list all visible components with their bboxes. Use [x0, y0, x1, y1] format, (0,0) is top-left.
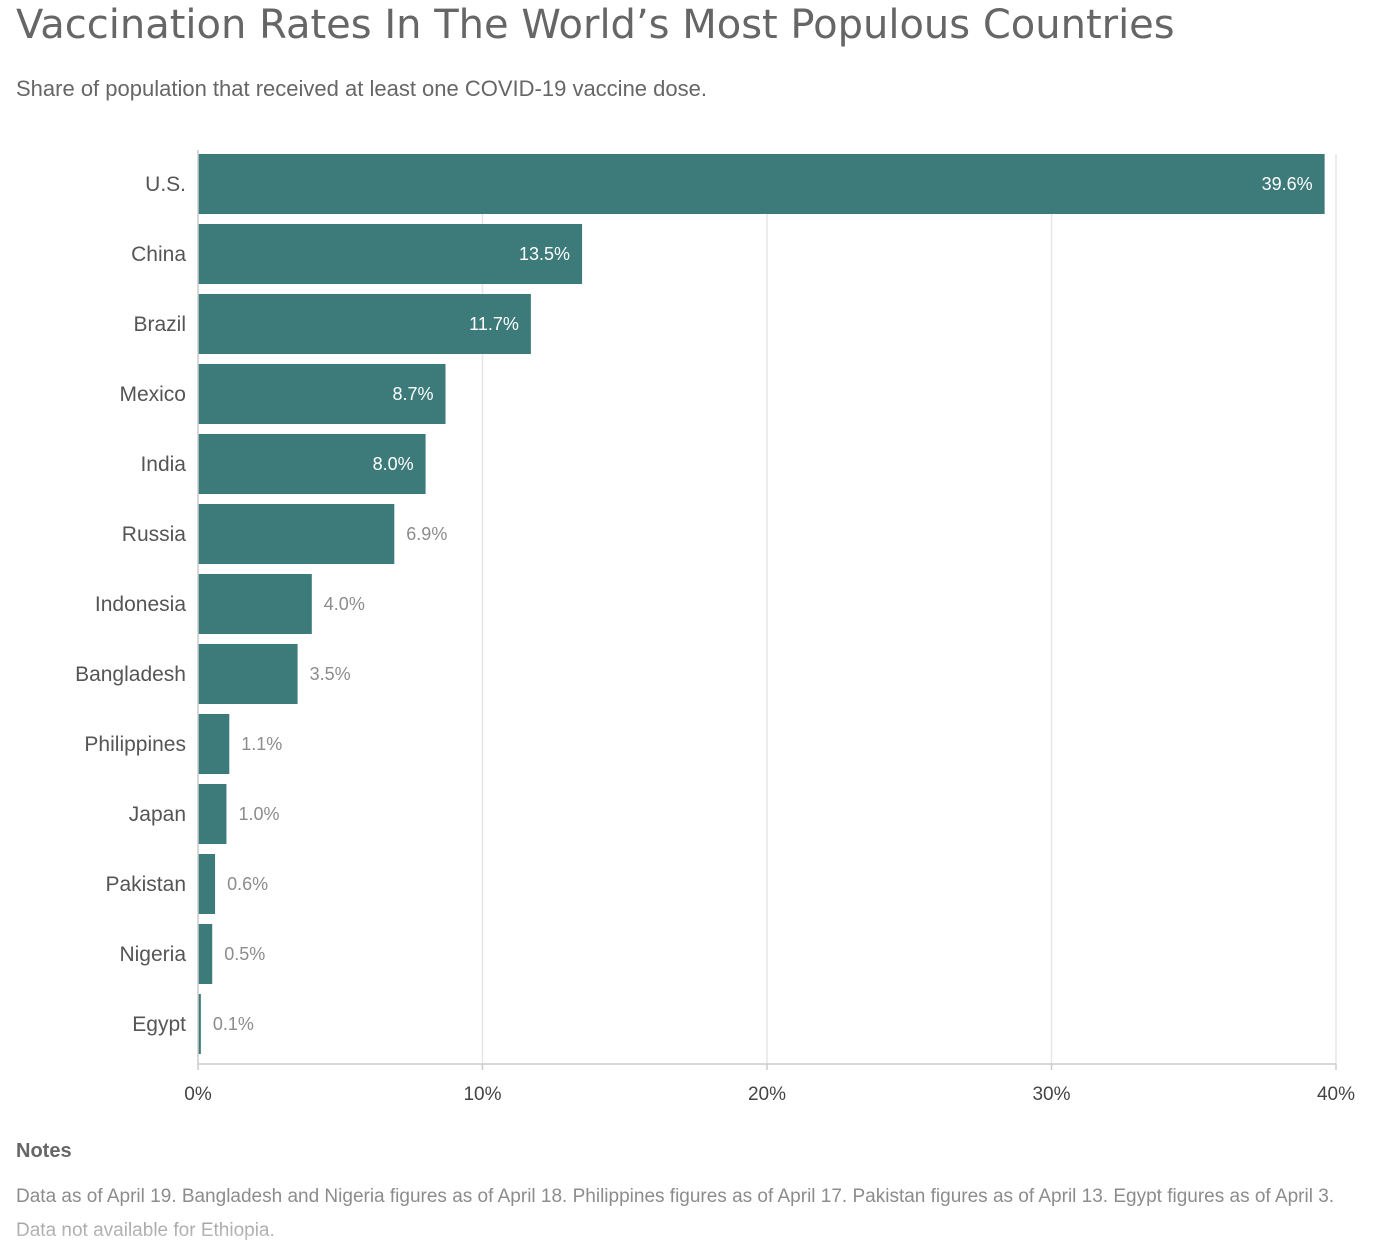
value-label: 0.5%: [224, 944, 265, 964]
x-tick-label: 40%: [1317, 1084, 1355, 1105]
bar: [198, 434, 426, 494]
page-title: Vaccination Rates In The World’s Most Po…: [16, 2, 1175, 48]
category-label: Philippines: [84, 733, 186, 756]
bar-chart: 0% 10% 20% 30% 40% U.S. 39.6% China 13.5% Brazil 1…: [75, 150, 1355, 1105]
bar: [198, 224, 583, 284]
value-label: 3.5%: [310, 664, 351, 684]
category-label: Pakistan: [105, 873, 186, 896]
category-label: Brazil: [133, 313, 186, 336]
category-label: India: [140, 453, 186, 476]
category-label: Mexico: [119, 383, 186, 406]
bar: [198, 784, 227, 844]
bar: [198, 854, 216, 914]
value-label: 1.1%: [241, 734, 282, 754]
value-label: 6.9%: [406, 524, 447, 544]
notes-heading: Notes: [16, 1140, 72, 1162]
category-label: Russia: [122, 523, 187, 546]
bar: [198, 994, 201, 1054]
category-label: Indonesia: [95, 593, 186, 616]
value-label: 11.7%: [469, 314, 519, 334]
x-tick-label: 10%: [463, 1084, 501, 1105]
value-label: 0.1%: [213, 1014, 254, 1034]
category-label: China: [131, 243, 186, 266]
bar: [198, 364, 446, 424]
value-label: 8.0%: [373, 454, 414, 474]
value-label: 1.0%: [238, 804, 279, 824]
bar: [198, 574, 312, 634]
bar: [198, 924, 213, 984]
x-tick-label: 30%: [1032, 1084, 1070, 1105]
category-label: U.S.: [145, 173, 186, 196]
bar: [198, 644, 298, 704]
x-tick-label: 20%: [748, 1084, 786, 1105]
x-tick-label: 0%: [184, 1084, 212, 1105]
category-label: Bangladesh: [75, 663, 186, 686]
chart-subtitle: Share of population that received at lea…: [16, 76, 707, 101]
category-label: Japan: [129, 803, 186, 826]
bar: [198, 294, 531, 354]
value-label: 0.6%: [227, 874, 268, 894]
bar: [198, 504, 395, 564]
category-label: Egypt: [132, 1013, 186, 1036]
value-label: 8.7%: [392, 384, 433, 404]
category-label: Nigeria: [119, 943, 186, 966]
notes-text: Data as of April 19. Bangladesh and Nige…: [16, 1186, 1335, 1241]
value-label: 4.0%: [324, 594, 365, 614]
bar: [198, 714, 230, 774]
value-label: 13.5%: [519, 244, 570, 264]
value-label: 39.6%: [1262, 174, 1313, 194]
bar: [198, 154, 1325, 214]
